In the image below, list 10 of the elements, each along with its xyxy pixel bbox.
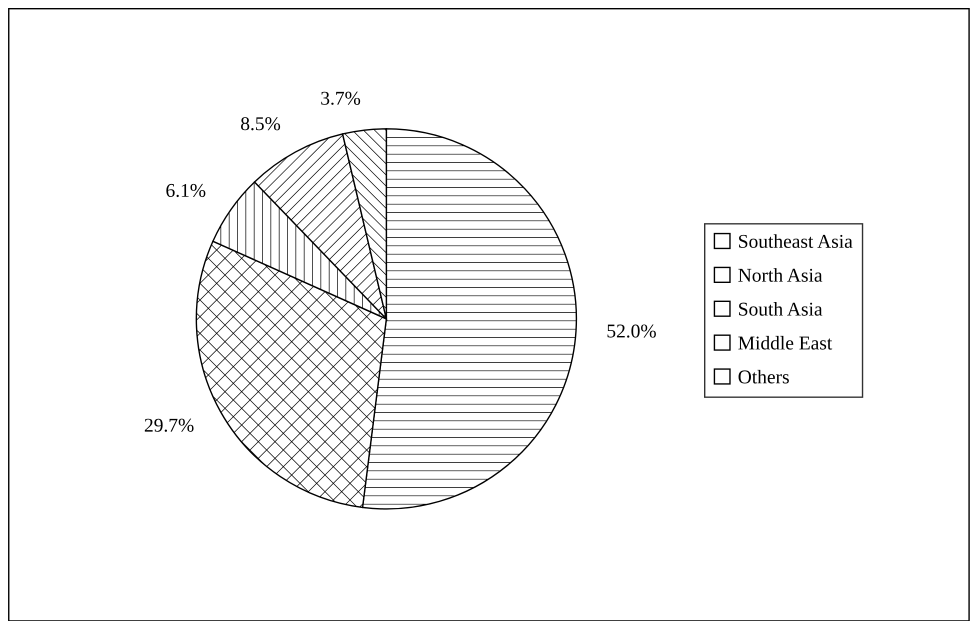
legend-label: Middle East [738, 336, 832, 350]
data-label: 3.7% [321, 92, 360, 105]
data-label: 29.7% [144, 418, 194, 432]
data-label: 6.1% [166, 184, 206, 198]
data-label: 8.5% [241, 117, 280, 130]
data-label: 52.0% [607, 324, 656, 338]
legend-label: Southeast Asia [739, 234, 853, 248]
legend-label: North Asia [738, 268, 822, 282]
legend-label: South Asia [739, 302, 822, 316]
legend-label: Others [738, 370, 789, 384]
